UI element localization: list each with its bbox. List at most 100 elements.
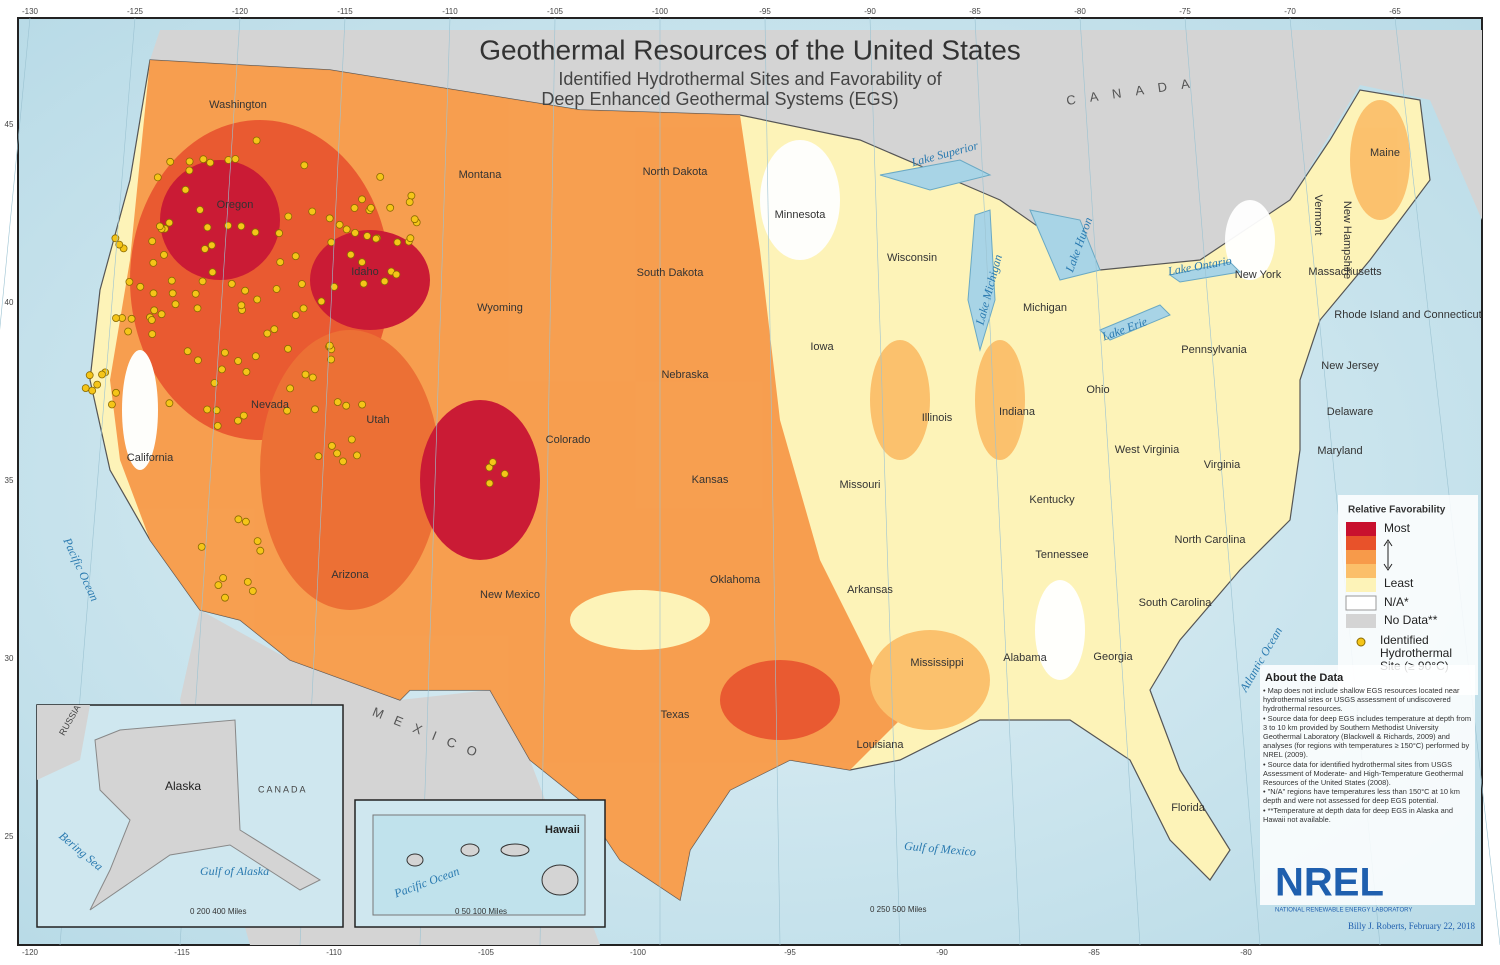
state-label: New York (1235, 269, 1282, 281)
site-marker (406, 234, 415, 243)
logo: NREL (1275, 861, 1384, 905)
site-marker (299, 304, 308, 313)
site-marker (314, 452, 323, 461)
site-marker (327, 355, 336, 364)
site-marker (325, 214, 334, 223)
site-marker (168, 289, 177, 298)
state-label: Alabama (1003, 652, 1047, 664)
state-label: North Dakota (643, 166, 709, 178)
alaska-gulf: Gulf of Alaska (200, 864, 269, 878)
site-marker (185, 157, 194, 166)
state-label: Delaware (1327, 406, 1373, 418)
site-marker (203, 405, 212, 414)
meridian (1184, 17, 1261, 946)
site-marker (112, 388, 120, 397)
site-marker (166, 157, 175, 166)
site-marker (241, 517, 250, 526)
site-marker (234, 515, 243, 524)
site-marker (198, 277, 207, 286)
site-marker (485, 463, 494, 472)
state-label: Tennessee (1035, 549, 1088, 561)
state-label: Nevada (251, 399, 290, 411)
site-marker (111, 234, 120, 243)
site-marker (200, 245, 209, 253)
site-marker (150, 306, 159, 315)
site-marker (108, 400, 116, 409)
site-marker (115, 240, 124, 249)
site-marker (242, 367, 251, 376)
site-marker (393, 238, 402, 247)
alaska-label: Alaska (165, 779, 201, 793)
site-marker (283, 406, 292, 415)
site-marker (127, 314, 136, 323)
site-marker (327, 238, 336, 247)
bottom-tick-label: -85 (1088, 948, 1100, 957)
state-label: Washington (209, 99, 267, 111)
legend-na: N/A* (1384, 595, 1409, 609)
state-label: Wisconsin (887, 252, 937, 264)
site-marker (160, 250, 168, 259)
site-marker (263, 329, 272, 338)
alaska-canada: CANADA (258, 784, 308, 794)
legend-most: Most (1384, 521, 1411, 535)
site-marker (407, 191, 416, 200)
site-marker (339, 457, 347, 466)
state-label: Wyoming (477, 302, 523, 314)
site-marker (392, 270, 401, 279)
about-text: • Map does not include shallow EGS resou… (1263, 686, 1473, 824)
site-marker (124, 327, 133, 336)
top-tick-label: -120 (232, 7, 249, 16)
site-marker (112, 314, 120, 323)
site-marker (234, 416, 242, 425)
site-marker (308, 207, 317, 216)
state-label: Arkansas (847, 584, 893, 596)
bottom-tick-label: -90 (936, 948, 948, 957)
site-marker (224, 156, 233, 164)
site-marker (346, 250, 355, 259)
site-marker (157, 310, 166, 319)
site-marker (291, 252, 300, 261)
site-marker (155, 222, 164, 231)
about-bullet: • Map does not include shallow EGS resou… (1263, 686, 1460, 714)
site-marker (380, 277, 389, 286)
site-marker (284, 344, 292, 353)
state-label: New Jersey (1321, 360, 1379, 372)
site-marker (248, 587, 257, 595)
state-label: Texas (661, 709, 690, 721)
top-tick-label: -90 (864, 7, 876, 16)
site-marker (206, 158, 215, 167)
site-marker (194, 356, 202, 365)
site-marker (251, 352, 260, 361)
bottom-tick-label: -115 (174, 948, 190, 957)
state-label: Pennsylvania (1181, 344, 1247, 356)
site-marker (210, 379, 219, 387)
site-marker (358, 258, 366, 267)
water-label: Gulf of Mexico (904, 839, 977, 859)
site-marker (207, 241, 216, 250)
site-marker (224, 221, 233, 230)
site-marker (308, 373, 317, 382)
about-bullet: • Source data for identified hydrotherma… (1263, 759, 1464, 788)
site-marker (125, 277, 134, 286)
title: Geothermal Resources of the United State… (479, 34, 1021, 65)
site-marker (317, 297, 326, 306)
top-tick-label: -65 (1389, 7, 1401, 16)
canada-land (150, 30, 1482, 270)
site-marker (485, 479, 494, 488)
site-marker (335, 220, 344, 229)
hawaii-label: Hawaii (545, 824, 580, 836)
state-label: Rhode Island and Connecticut (1334, 309, 1481, 321)
state-label: Utah (366, 414, 389, 426)
site-marker (291, 311, 300, 320)
site-marker (165, 218, 174, 227)
site-marker (284, 212, 293, 221)
site-marker (183, 347, 192, 356)
state-label: Oklahoma (710, 574, 761, 586)
site-marker (93, 380, 102, 389)
about-title: About the Data (1265, 672, 1344, 684)
meridian (764, 17, 781, 946)
favorability (110, 60, 1410, 900)
state-label: Louisiana (856, 739, 904, 751)
site-marker (231, 155, 240, 163)
state-label: Kansas (692, 474, 729, 486)
